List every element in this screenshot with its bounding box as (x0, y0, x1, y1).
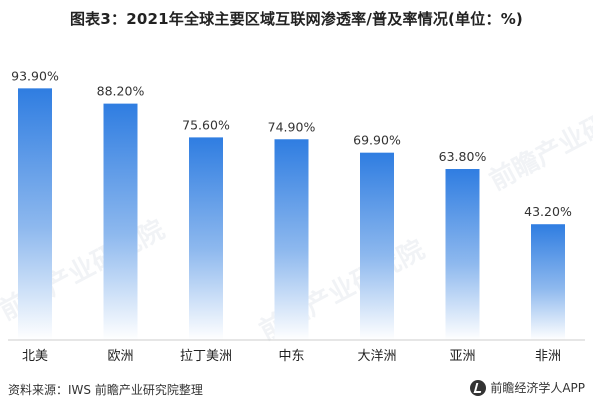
category-label: 亚洲 (449, 349, 475, 364)
category-label: 北美 (22, 349, 48, 364)
bar-value-label: 74.90% (268, 119, 316, 134)
chart-title: 图表3：2021年全球主要区域互联网渗透率/普及率情况(单位：%) (69, 10, 523, 28)
bar-2 (103, 103, 138, 341)
category-label: 非洲 (535, 349, 561, 364)
bar-value-label: 63.80% (439, 149, 487, 164)
bar-4 (274, 139, 309, 340)
source-note: 资料来源：IWS 前瞻产业研究院整理 (8, 383, 203, 397)
category-label: 中东 (278, 349, 304, 364)
bar-3 (189, 137, 223, 340)
brand-logo-icon (470, 379, 487, 396)
bar-value-label: 88.20% (97, 84, 145, 99)
category-label: 拉丁美洲 (180, 349, 232, 364)
category-label: 大洋洲 (357, 349, 396, 364)
brand: 前瞻经济学人APP (470, 379, 585, 396)
brand-label: 前瞻经济学人APP (490, 381, 585, 395)
bar-6 (445, 169, 480, 340)
bar-7 (531, 224, 565, 340)
bar-5 (360, 152, 394, 340)
bar-value-label: 69.90% (353, 133, 401, 148)
bar-1 (18, 88, 52, 341)
bar-value-label: 93.90% (11, 68, 59, 83)
bar-value-label: 75.60% (182, 117, 230, 132)
bar-value-label: 43.20% (524, 204, 572, 219)
category-label: 欧洲 (107, 349, 133, 364)
